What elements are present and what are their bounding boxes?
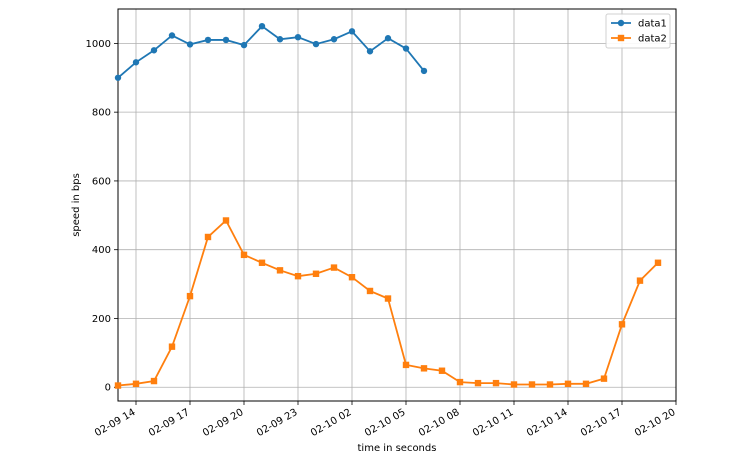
data-point bbox=[240, 41, 248, 49]
data-point bbox=[420, 67, 428, 75]
data-point bbox=[456, 378, 464, 386]
legend-item-data1: data1 bbox=[611, 19, 667, 30]
data-point bbox=[366, 287, 374, 295]
data-point bbox=[168, 32, 176, 39]
y-axis: 0 200 400 600 800 1000 bbox=[86, 39, 118, 394]
data-point bbox=[330, 264, 338, 271]
x-tick-label: 02-10 02 bbox=[309, 407, 353, 439]
y-tick-label: 200 bbox=[92, 314, 111, 325]
legend-label: data2 bbox=[638, 34, 667, 45]
data-point bbox=[402, 361, 410, 369]
legend-label: data1 bbox=[638, 19, 667, 30]
data-point bbox=[168, 343, 176, 350]
series-data1 bbox=[114, 22, 428, 81]
y-tick-label: 0 bbox=[105, 383, 111, 394]
data-point bbox=[474, 379, 482, 387]
data-point bbox=[258, 22, 266, 30]
data-point bbox=[150, 47, 158, 54]
data-point bbox=[132, 380, 140, 388]
data-point bbox=[312, 40, 320, 48]
data-point bbox=[240, 251, 248, 259]
data-point bbox=[204, 233, 212, 241]
x-tick-label: 02-09 23 bbox=[255, 407, 299, 439]
data-point bbox=[528, 381, 536, 388]
data-point bbox=[114, 74, 122, 81]
data-point bbox=[114, 382, 122, 389]
legend-marker bbox=[617, 34, 625, 42]
series-data2 bbox=[114, 217, 662, 389]
data-point bbox=[312, 270, 320, 277]
legend-marker bbox=[617, 19, 625, 27]
x-tick-label: 02-10 11 bbox=[471, 407, 515, 439]
y-tick-label: 800 bbox=[92, 108, 111, 119]
data-point bbox=[636, 277, 644, 284]
data-point bbox=[420, 365, 428, 372]
data-point bbox=[546, 381, 554, 388]
data-point bbox=[438, 367, 446, 374]
data-point bbox=[276, 267, 284, 274]
series-line bbox=[117, 219, 659, 387]
data-point bbox=[294, 272, 302, 280]
x-tick-label: 02-10 05 bbox=[363, 407, 407, 439]
data-point bbox=[330, 36, 338, 43]
data-point bbox=[492, 379, 500, 387]
data-point bbox=[186, 41, 194, 48]
x-axis: 02-09 14 02-09 17 02-09 20 02-09 23 02-10 02… bbox=[93, 401, 678, 439]
data-point bbox=[618, 321, 626, 328]
series-group bbox=[114, 22, 662, 389]
y-tick-label: 400 bbox=[92, 245, 111, 256]
data-point bbox=[348, 28, 356, 35]
data-point bbox=[510, 381, 518, 388]
data-point bbox=[564, 380, 572, 388]
data-point bbox=[384, 295, 392, 302]
series-line bbox=[117, 25, 425, 79]
y-tick-label: 1000 bbox=[86, 39, 111, 50]
y-axis-label: speed in bps bbox=[71, 173, 82, 237]
data-point bbox=[348, 274, 356, 281]
data-point bbox=[204, 36, 212, 44]
x-tick-label: 02-09 20 bbox=[201, 407, 245, 439]
x-tick-label: 02-10 17 bbox=[579, 407, 623, 439]
x-tick-label: 02-10 14 bbox=[525, 407, 569, 439]
x-axis-label: time in seconds bbox=[358, 443, 437, 454]
grid bbox=[118, 9, 677, 401]
data-point bbox=[402, 45, 410, 52]
data-point bbox=[384, 35, 392, 42]
data-point bbox=[222, 36, 230, 44]
data-point bbox=[222, 217, 230, 224]
legend: data1 data2 bbox=[605, 13, 671, 49]
x-tick-label: 02-09 17 bbox=[147, 407, 191, 439]
data-point bbox=[150, 377, 158, 385]
data-point bbox=[366, 48, 374, 55]
legend-item-data2: data2 bbox=[611, 34, 667, 45]
data-point bbox=[654, 259, 662, 266]
data-point bbox=[600, 375, 608, 382]
y-tick-label: 600 bbox=[92, 176, 111, 187]
data-point bbox=[582, 380, 590, 388]
data-point bbox=[294, 33, 302, 41]
data-point bbox=[132, 59, 140, 66]
data-point bbox=[276, 36, 284, 43]
x-tick-label: 02-10 08 bbox=[417, 407, 461, 439]
x-tick-label: 02-10 20 bbox=[633, 407, 677, 439]
plot-area bbox=[117, 8, 677, 402]
data-point bbox=[258, 259, 266, 266]
data-point bbox=[186, 292, 194, 300]
x-tick-label: 02-09 14 bbox=[93, 407, 137, 439]
